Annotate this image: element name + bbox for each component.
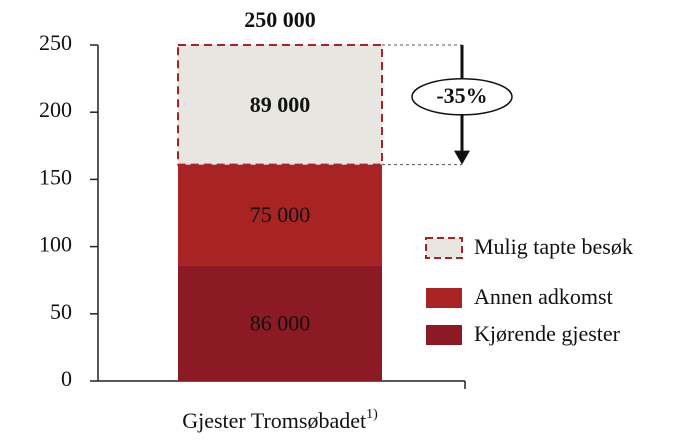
bar-segment <box>178 265 382 381</box>
y-tick-label: 200 <box>39 97 72 122</box>
total-label: 250 000 <box>244 7 316 32</box>
legend-swatch <box>426 325 462 345</box>
y-tick-label: 150 <box>39 164 72 189</box>
value-label: 89 000 <box>250 92 311 117</box>
y-tick-label: 0 <box>61 366 72 391</box>
legend-swatch <box>426 288 462 308</box>
y-tick-label: 100 <box>39 232 72 257</box>
category: Gjester Tromsøbadet <box>182 408 366 433</box>
legend-label: Mulig tapte besøk <box>474 234 633 259</box>
footnote-marker: 1) <box>366 407 378 422</box>
legend-label: Kjørende gjester <box>474 321 621 346</box>
bar-segment <box>178 164 382 266</box>
value-label: 75 000 <box>250 202 311 227</box>
y-tick-label: 50 <box>50 299 72 324</box>
badge <box>411 78 513 116</box>
change-label: -35% <box>436 83 487 108</box>
legend-swatch <box>425 237 463 259</box>
y-tick-label: 250 <box>39 30 72 55</box>
legend-label: Annen adkomst <box>474 284 613 309</box>
bar-segment <box>177 44 383 166</box>
x-axis-label: Gjester Tromsøbadet1) <box>182 407 378 433</box>
value-label: 86 000 <box>250 310 311 335</box>
arrow-head <box>454 150 470 165</box>
